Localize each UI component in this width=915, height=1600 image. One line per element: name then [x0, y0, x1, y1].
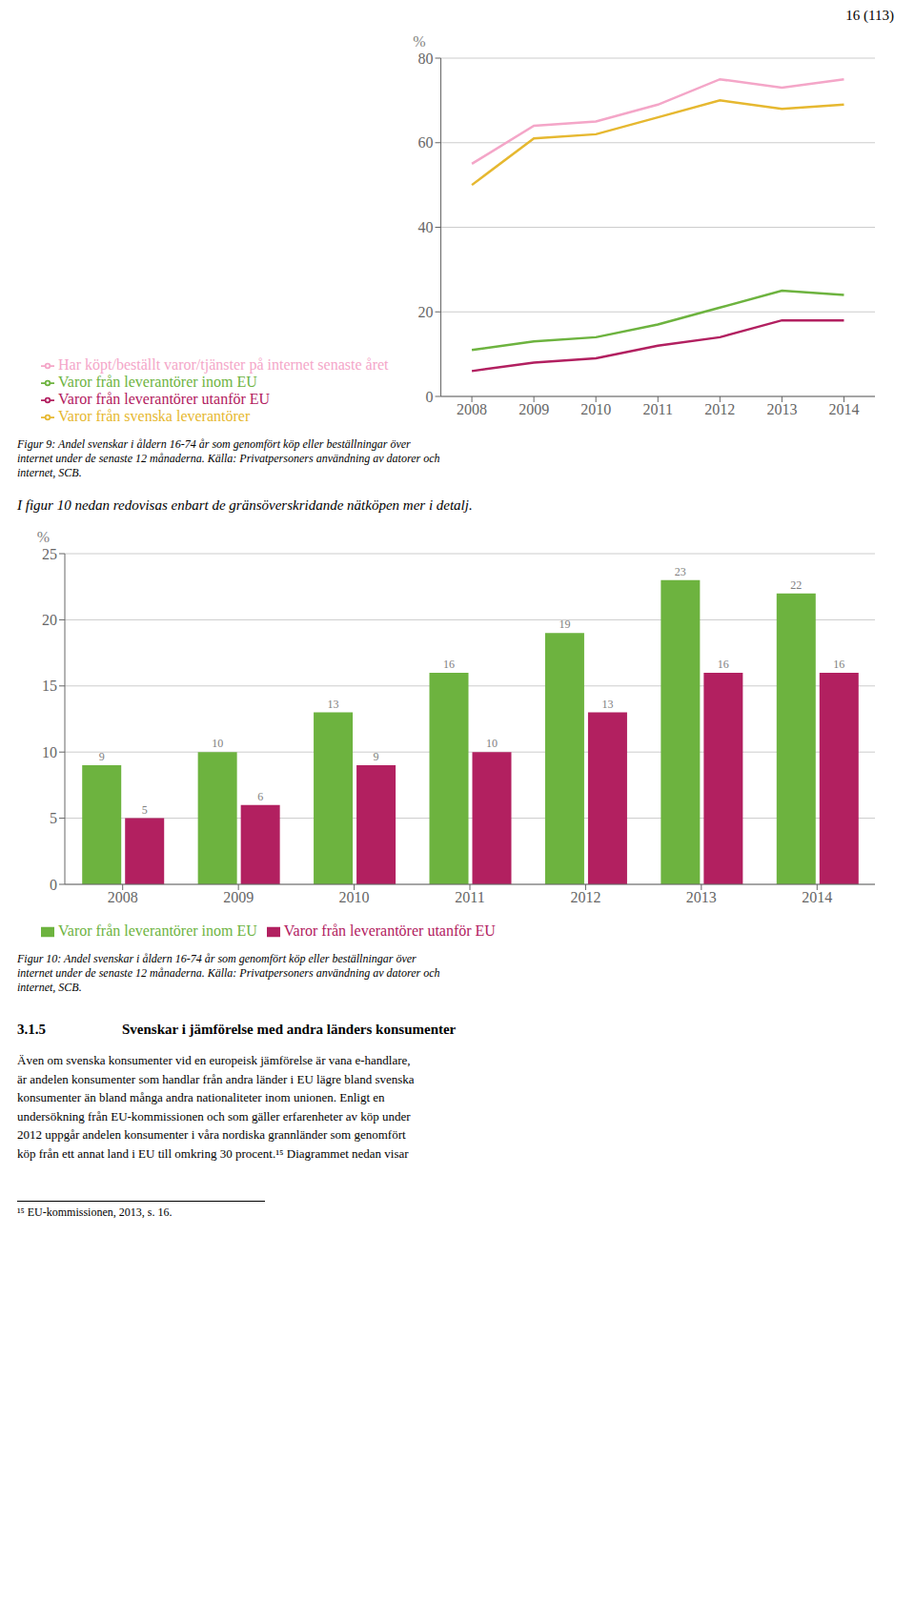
svg-text:2008: 2008 [456, 401, 488, 418]
svg-text:2014: 2014 [801, 889, 833, 906]
svg-text:2009: 2009 [223, 889, 254, 906]
svg-text:9: 9 [373, 750, 380, 764]
svg-text:2012: 2012 [569, 889, 601, 906]
svg-text:2010: 2010 [580, 401, 611, 418]
svg-text:10: 10 [211, 736, 224, 751]
svg-text:16: 16 [443, 657, 455, 671]
svg-text:2010: 2010 [339, 889, 370, 906]
html-text:Även om svenska konsumenter vi: Även om svenska konsumenter vid en europ… [17, 1053, 415, 1161]
svg-text:2014: 2014 [828, 401, 859, 418]
svg-text:9: 9 [99, 750, 105, 764]
svg-text:23: 23 [674, 565, 687, 579]
svg-text:2009: 2009 [518, 401, 549, 418]
svg-text:20: 20 [418, 304, 434, 321]
svg-text:5: 5 [49, 810, 58, 827]
svg-text:%: % [37, 528, 50, 546]
svg-text:2013: 2013 [686, 889, 717, 906]
svg-text:10: 10 [486, 736, 498, 751]
svg-text:6: 6 [257, 790, 264, 804]
svg-text:2011: 2011 [454, 889, 485, 906]
svg-text:%: % [412, 33, 426, 50]
html-text:Varor från svenska leverantöre: Varor från svenska leverantörer [58, 407, 250, 425]
svg-text:19: 19 [558, 617, 570, 631]
svg-text:15: 15 [41, 677, 58, 694]
svg-text:20: 20 [41, 611, 58, 629]
html-text:3.1.5: 3.1.5 [17, 1021, 46, 1037]
svg-text:2013: 2013 [766, 401, 797, 418]
svg-text:2011: 2011 [643, 401, 673, 418]
html-text:Varor från leverantörer utanfö: Varor från leverantörer utanför EU [283, 922, 496, 939]
html-text:Varor från leverantörer utanfö: Varor från leverantörer utanför EU [58, 390, 270, 407]
svg-text:0: 0 [49, 876, 58, 894]
html-text:Varor från leverantörer inom E: Varor från leverantörer inom EU [58, 373, 258, 390]
svg-text:2012: 2012 [704, 401, 735, 418]
html-text:16 (113): 16 (113) [845, 7, 895, 23]
html-text:Figur 9: Andel svenskar i ålde: Figur 9: Andel svenskar i åldern 16-74 å… [17, 437, 440, 480]
html-text:Har köpt/beställt varor/tjänst: Har köpt/beställt varor/tjänster på inte… [58, 356, 389, 373]
html-text:¹⁵ EU-kommissionen, 2013, s. 1: ¹⁵ EU-kommissionen, 2013, s. 16. [17, 1205, 173, 1220]
svg-text:16: 16 [833, 657, 845, 671]
html-text:Varor från leverantörer inom E: Varor från leverantörer inom EU [58, 922, 258, 939]
html-text:Figur 10: Andel svenskar i åld: Figur 10: Andel svenskar i åldern 16-74 … [17, 952, 440, 995]
svg-text:5: 5 [142, 803, 148, 817]
svg-text:40: 40 [418, 219, 434, 236]
svg-text:60: 60 [418, 134, 434, 151]
svg-text:2008: 2008 [107, 889, 139, 906]
svg-text:22: 22 [790, 578, 802, 592]
html-text:Svenskar i jämförelse med andr: Svenskar i jämförelse med andra länders … [122, 1021, 456, 1037]
html-text:I figur 10 nedan redovisas enb: I figur 10 nedan redovisas enbart de grä… [17, 497, 473, 513]
svg-text:13: 13 [601, 697, 613, 712]
svg-text:80: 80 [418, 50, 434, 67]
svg-text:13: 13 [327, 697, 340, 712]
svg-text:25: 25 [41, 546, 58, 563]
svg-text:16: 16 [717, 657, 730, 671]
svg-text:0: 0 [426, 388, 434, 406]
svg-text:10: 10 [41, 744, 58, 761]
